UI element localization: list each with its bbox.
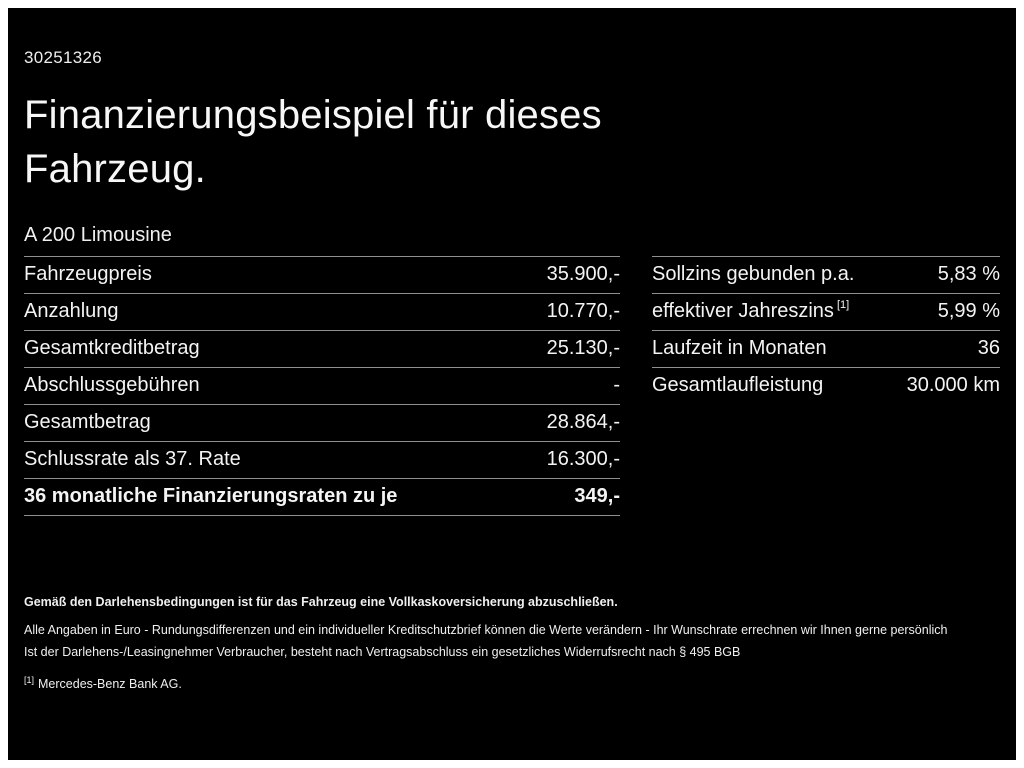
- row-label: Fahrzeugpreis: [24, 263, 152, 285]
- page-title: Finanzierungsbeispiel für dieses Fahrzeu…: [24, 88, 1000, 196]
- table-row: Gesamtbetrag 28.864,-: [24, 404, 620, 441]
- table-row-monthly-rate: 36 monatliche Finanzierungsraten zu je 3…: [24, 478, 620, 516]
- row-value: 30.000 km: [906, 374, 1000, 396]
- row-value: 5,83 %: [937, 263, 1000, 285]
- footer-footnote: [1] Mercedes-Benz Bank AG.: [24, 673, 1000, 692]
- table-row: Fahrzeugpreis 35.900,-: [24, 256, 620, 293]
- row-label: Laufzeit in Monaten: [652, 337, 827, 359]
- footer-insurance-note: Gemäß den Darlehensbedingungen ist für d…: [24, 594, 618, 609]
- table-row: effektiver Jahreszins [1] 5,99 %: [652, 293, 1000, 330]
- row-value: 28.864,-: [546, 411, 620, 433]
- table-row: Laufzeit in Monaten 36: [652, 330, 1000, 367]
- row-value: 349,-: [574, 485, 620, 507]
- footnote-text: Mercedes-Benz Bank AG.: [38, 677, 182, 691]
- row-value: -: [613, 374, 620, 396]
- row-label: Anzahlung: [24, 300, 119, 322]
- financing-example-page: 30251326 Finanzierungsbeispiel für diese…: [8, 8, 1016, 760]
- row-label: Schlussrate als 37. Rate: [24, 448, 241, 470]
- table-row: Gesamtlaufleistung 30.000 km: [652, 367, 1000, 404]
- row-value: 36: [977, 337, 1000, 359]
- table-row: Sollzins gebunden p.a. 5,83 %: [652, 256, 1000, 293]
- footnote-marker: [1]: [836, 299, 850, 312]
- footer-disclaimer-1: Alle Angaben in Euro - Rundungsdifferenz…: [24, 622, 948, 637]
- row-value: 35.900,-: [546, 263, 620, 285]
- row-label: effektiver Jahreszins [1]: [652, 300, 849, 323]
- financing-table-right: Sollzins gebunden p.a. 5,83 % effektiver…: [652, 256, 1000, 404]
- row-label: Gesamtkreditbetrag: [24, 337, 200, 359]
- footer-disclaimer-2: Ist der Darlehens-/Leasingnehmer Verbrau…: [24, 644, 741, 659]
- row-label-text: effektiver Jahreszins: [652, 300, 834, 322]
- row-label: 36 monatliche Finanzierungsraten zu je: [24, 485, 398, 507]
- table-row: Abschlussgebühren -: [24, 367, 620, 404]
- row-label: Gesamtlaufleistung: [652, 374, 824, 396]
- legal-footer: Gemäß den Darlehensbedingungen ist für d…: [24, 595, 1000, 692]
- page-title-line2: Fahrzeug.: [24, 147, 206, 191]
- row-value: 5,99 %: [937, 300, 1000, 322]
- table-row: Anzahlung 10.770,-: [24, 293, 620, 330]
- row-label: Gesamtbetrag: [24, 411, 151, 433]
- table-row: Gesamtkreditbetrag 25.130,-: [24, 330, 620, 367]
- row-value: 16.300,-: [546, 448, 620, 470]
- vehicle-model: A 200 Limousine: [24, 224, 172, 246]
- table-row: Schlussrate als 37. Rate 16.300,-: [24, 441, 620, 478]
- row-value: 10.770,-: [546, 300, 620, 322]
- page-title-line1: Finanzierungsbeispiel für dieses: [24, 93, 602, 137]
- row-label: Abschlussgebühren: [24, 374, 200, 396]
- footnote-marker: [1]: [24, 674, 35, 685]
- financing-table-left: Fahrzeugpreis 35.900,- Anzahlung 10.770,…: [24, 256, 620, 516]
- row-label: Sollzins gebunden p.a.: [652, 263, 855, 285]
- financing-tables: Fahrzeugpreis 35.900,- Anzahlung 10.770,…: [24, 256, 1000, 516]
- row-value: 25.130,-: [546, 337, 620, 359]
- document-id: 30251326: [24, 48, 103, 67]
